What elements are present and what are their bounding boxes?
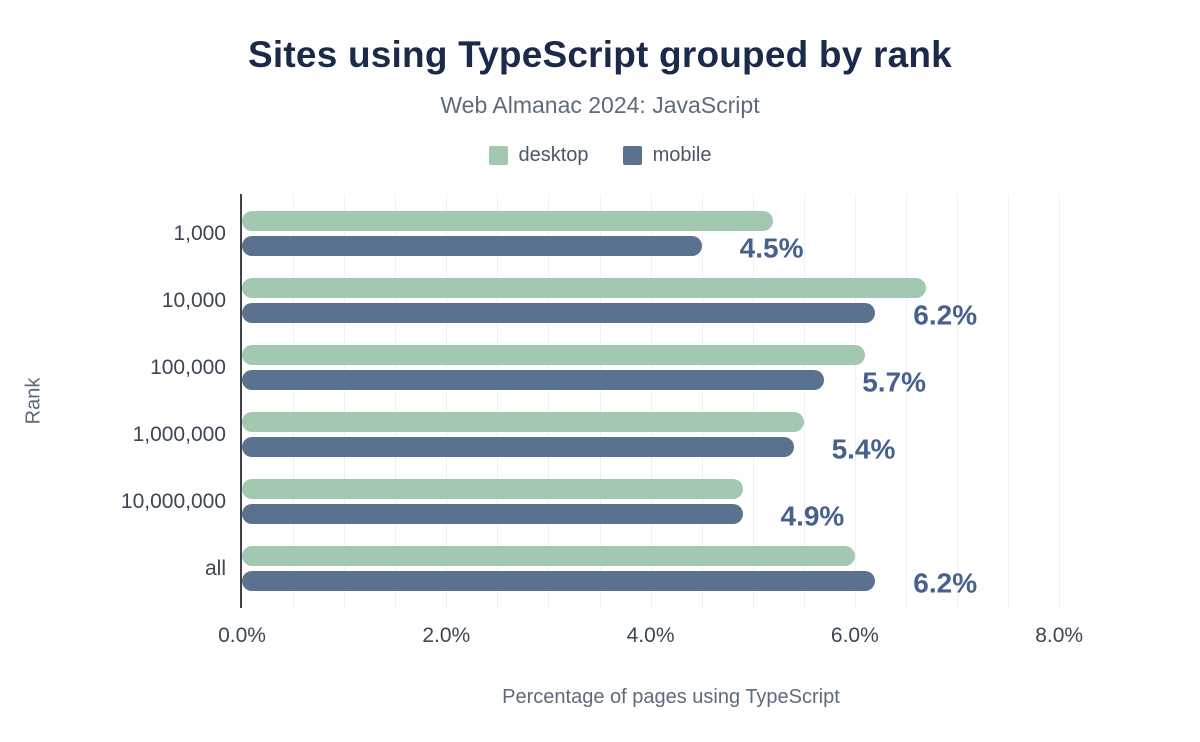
value-annotation: 5.4% xyxy=(831,433,896,465)
gridline xyxy=(1008,194,1010,608)
x-tick-label: 0.0% xyxy=(218,624,266,647)
value-annotation: 6.2% xyxy=(913,299,978,331)
value-annotation: 4.5% xyxy=(739,232,804,264)
chart-subtitle: Web Almanac 2024: JavaScript xyxy=(440,92,760,118)
gridline xyxy=(854,194,856,608)
gridline xyxy=(1059,194,1061,608)
category-label: 1,000 xyxy=(173,221,226,245)
desktop-bar xyxy=(242,211,774,231)
gridline xyxy=(395,194,397,608)
bar-groups: 1,000 4.5% 10,000 6.2% 100,000 5.7% 1,000,000 5… xyxy=(121,194,1100,608)
gridline xyxy=(293,194,295,608)
mobile-bar xyxy=(242,437,794,457)
gridline xyxy=(599,194,601,608)
mobile-bar xyxy=(242,370,825,390)
value-annotation: 6.2% xyxy=(913,567,978,599)
mobile-bar xyxy=(242,504,743,524)
category-label: all xyxy=(204,556,226,580)
x-tick-label: 4.0% xyxy=(626,624,675,647)
mobile-bar xyxy=(242,571,876,591)
x-axis-title: Percentage of pages using TypeScript xyxy=(502,686,840,708)
gridline xyxy=(752,194,754,608)
category-label: 10,000,000 xyxy=(120,489,226,513)
bar-group: 10,000 6.2% xyxy=(162,278,1100,330)
value-annotation: 5.7% xyxy=(862,366,927,398)
legend-label-desktop: desktop xyxy=(518,144,589,166)
category-label: 10,000 xyxy=(161,288,226,312)
legend: desktop mobile xyxy=(0,144,1200,167)
gridline xyxy=(497,194,499,608)
gridline xyxy=(957,194,958,608)
gridline xyxy=(803,194,805,608)
x-tick-label: 8.0% xyxy=(1035,624,1084,647)
x-tick-label: 6.0% xyxy=(830,624,879,647)
desktop-bar xyxy=(242,345,866,365)
chart-title: Sites using TypeScript grouped by rank xyxy=(248,34,952,75)
gridline xyxy=(905,194,907,608)
mobile-swatch-icon xyxy=(622,146,642,165)
value-annotation: 4.9% xyxy=(780,500,845,532)
gridline xyxy=(701,194,703,608)
category-label: 100,000 xyxy=(150,355,226,379)
bar-group: 100,000 5.7% xyxy=(150,345,1100,397)
legend-label-mobile: mobile xyxy=(652,144,712,166)
mobile-bar xyxy=(242,236,702,256)
desktop-bar xyxy=(242,479,743,499)
mobile-bar xyxy=(242,303,876,323)
gridline xyxy=(548,194,550,608)
desktop-bar xyxy=(242,278,927,298)
bar-group: 1,000,000 5.4% xyxy=(133,412,1100,464)
desktop-bar xyxy=(242,412,804,432)
desktop-swatch-icon xyxy=(488,146,508,165)
x-tick-label: 2.0% xyxy=(422,624,471,647)
gridline xyxy=(344,194,346,608)
bar-group: 10,000,000 4.9% xyxy=(121,479,1100,531)
desktop-bar xyxy=(242,546,855,566)
bar-group: 1,000 4.5% xyxy=(173,211,1100,263)
legend-item-mobile: mobile xyxy=(622,144,712,167)
bar-group: all 6.2% xyxy=(205,546,1100,598)
y-axis-title: Rank xyxy=(22,377,45,425)
legend-item-desktop: desktop xyxy=(488,144,589,167)
category-label: 1,000,000 xyxy=(132,422,226,446)
y-axis-line xyxy=(240,194,242,608)
gridline xyxy=(650,194,652,608)
gridline xyxy=(446,194,448,608)
plot-area: 1,000 4.5% 10,000 6.2% 100,000 5.7% 1,000,000 5… xyxy=(121,194,1100,708)
